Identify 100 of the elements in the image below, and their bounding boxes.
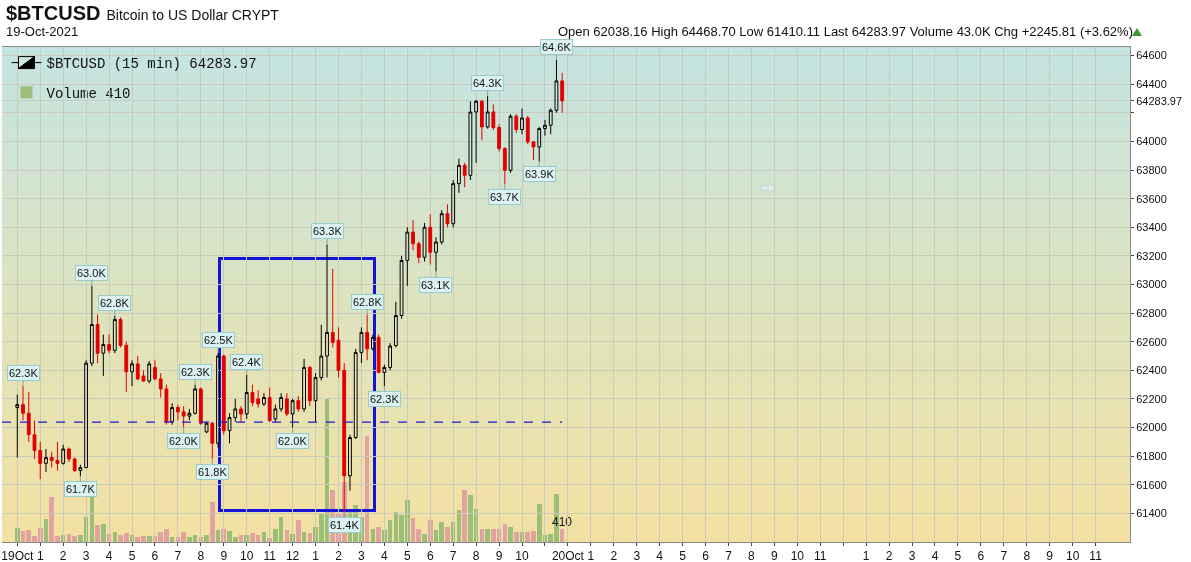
x-tick-label: 10 (515, 549, 530, 562)
x-tick-label: 8 (1023, 549, 1031, 562)
x-tick-label: 9 (1046, 549, 1054, 562)
x-tick-label: 6 (702, 549, 710, 562)
candlestick (388, 342, 393, 371)
bar (462, 489, 467, 542)
annotation: 62.8K (353, 296, 383, 308)
y-tick-label: 62800 (1136, 306, 1167, 319)
x-tick-label: 7 (449, 549, 457, 562)
candlestick (405, 226, 410, 287)
x-tick-label: 11 (263, 549, 277, 562)
bar (101, 523, 106, 542)
y-tick-label: 61600 (1136, 478, 1167, 491)
candlestick (193, 384, 197, 416)
candlestick (497, 123, 501, 152)
candlestick (382, 364, 387, 387)
y-tick-label: 64400 (1136, 78, 1167, 91)
candlestick (479, 99, 484, 141)
y-tick-label: 62400 (1136, 364, 1167, 377)
text: Open 62038.16 High 64468.70 Low 61410.11 Last 64283.97 Volume 43.0K Chg +2245.81 (+3.62%) (557, 24, 1133, 39)
x-tick-label: 8 (472, 549, 480, 562)
x-tick-label: 10 (790, 549, 805, 562)
candlestick (233, 398, 238, 423)
candlestick (307, 365, 312, 407)
text: 19-Oct-2021 (6, 24, 79, 39)
bar (485, 528, 490, 542)
candlestick (457, 158, 461, 194)
candlestick (187, 408, 192, 421)
bar (514, 531, 519, 542)
chart-subtitle: Bitcoin to US Dollar CRYPT (106, 7, 279, 23)
x-tick-label: 10 (240, 549, 254, 562)
x-tick-label: 2 (610, 549, 618, 562)
candlestick (130, 359, 134, 387)
candlestick (502, 146, 507, 185)
x-tick-label: 3 (358, 549, 366, 562)
bar (376, 527, 381, 542)
x-tick-label: 4 (105, 549, 113, 562)
x-tick-label: 20Oct (551, 549, 585, 562)
candlestick (439, 209, 444, 245)
candlestick (474, 99, 479, 164)
candlestick (72, 457, 77, 473)
bar (204, 534, 209, 542)
candlestick (468, 100, 473, 181)
candlestick (422, 222, 427, 263)
x-tick-label: 4 (931, 549, 939, 562)
y-tick-label: 64600 (1136, 49, 1167, 62)
y-tick-label: 61400 (1136, 507, 1167, 520)
y-tick-label: 64283.97 (1136, 94, 1183, 107)
candlestick (411, 219, 415, 251)
y-tick-label: 62600 (1136, 335, 1167, 348)
candlestick (353, 348, 358, 440)
x-tick-label: 11 (814, 549, 827, 562)
y-tick-label: 63600 (1136, 192, 1167, 205)
candlestick (416, 241, 421, 264)
y-tick-label: 63000 (1136, 278, 1167, 291)
annotation: 64.6K (542, 41, 572, 53)
x-tick-label: 5 (403, 549, 411, 562)
candlestick (262, 392, 266, 407)
candlestick (101, 334, 106, 377)
candlestick (399, 255, 404, 320)
candlestick (560, 72, 565, 114)
bar (445, 527, 450, 542)
annotation: 64.3K (473, 77, 503, 89)
annotation: 62.3K (9, 367, 39, 379)
x-tick-label: 5 (954, 549, 962, 562)
x-tick-label: 5 (679, 549, 687, 562)
candlestick (520, 108, 524, 135)
candlestick (428, 213, 433, 265)
candlestick (67, 447, 71, 463)
candlestick (485, 95, 490, 130)
x-tick-label: 3 (908, 549, 916, 562)
candlestick (445, 203, 450, 228)
candlestick (273, 404, 278, 423)
candlestick (514, 113, 519, 134)
candlestick (554, 59, 559, 114)
candlestick (508, 113, 513, 174)
x-tick-label: 7 (174, 549, 182, 562)
x-tick-label: 2 (335, 549, 343, 562)
candlestick (491, 103, 496, 131)
bar (146, 535, 152, 542)
candlestick (153, 359, 157, 381)
x-tick-label: 11 (1089, 549, 1103, 562)
annotation: 62.3K (370, 393, 400, 405)
candlestick (537, 126, 542, 162)
annotation: 62.3K (181, 366, 211, 378)
annotation: 61.4K (330, 519, 360, 531)
y-tick-label: 63800 (1136, 163, 1167, 176)
candlestick (244, 374, 249, 420)
candlestick (84, 359, 89, 469)
annotation: 63.7K (490, 191, 520, 203)
y-tick-label: 62200 (1136, 392, 1167, 405)
candlestick (44, 448, 48, 473)
x-tick-label: 3 (82, 549, 90, 562)
candlestick (393, 301, 398, 348)
candlestick (204, 421, 209, 434)
x-tick-label: 1 (312, 549, 320, 562)
x-tick-label: 12 (285, 549, 300, 562)
x-tick-label: 2 (885, 549, 893, 562)
x-tick-label: 9 (771, 549, 779, 562)
candlestick (147, 360, 152, 384)
